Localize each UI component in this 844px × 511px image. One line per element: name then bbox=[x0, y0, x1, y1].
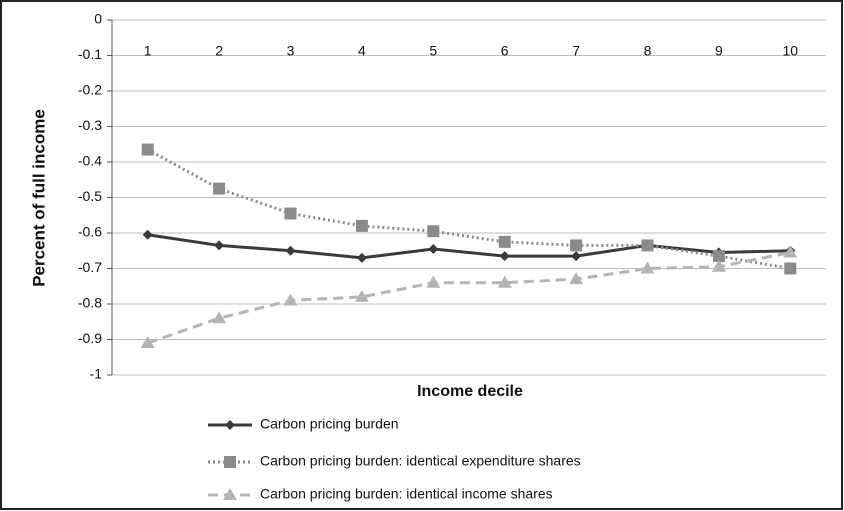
legend-label: Carbon pricing burden: identical income … bbox=[260, 486, 553, 502]
marker bbox=[499, 251, 510, 262]
marker bbox=[213, 182, 226, 195]
legend-label: Carbon pricing burden bbox=[260, 416, 399, 432]
marker bbox=[427, 225, 440, 238]
series-line bbox=[147, 233, 791, 260]
marker bbox=[214, 240, 225, 251]
marker bbox=[140, 336, 155, 349]
marker bbox=[285, 245, 296, 256]
marker bbox=[212, 311, 227, 324]
series-line bbox=[147, 251, 791, 345]
marker bbox=[784, 262, 797, 275]
marker bbox=[356, 252, 367, 263]
x-tick-label: 2 bbox=[215, 43, 223, 59]
x-tick-label: 4 bbox=[358, 43, 366, 59]
marker bbox=[428, 243, 439, 254]
marker bbox=[497, 275, 512, 288]
y-axis-title: Percent of full income bbox=[29, 109, 48, 287]
y-tick-label: -1 bbox=[90, 366, 103, 382]
y-tick-label: -0.3 bbox=[78, 117, 102, 133]
y-tick-label: 0 bbox=[94, 11, 102, 27]
marker bbox=[355, 219, 368, 232]
marker bbox=[711, 259, 726, 272]
x-tick-label: 7 bbox=[572, 43, 580, 59]
x-tick-label: 8 bbox=[644, 43, 652, 59]
x-tick-label: 9 bbox=[715, 43, 723, 59]
marker bbox=[783, 245, 798, 258]
y-tick-label: -0.8 bbox=[78, 295, 102, 311]
legend-label: Carbon pricing burden: identical expendi… bbox=[260, 453, 581, 469]
y-tick-label: -0.7 bbox=[78, 259, 102, 275]
marker bbox=[569, 272, 584, 285]
marker bbox=[712, 250, 725, 263]
marker bbox=[640, 261, 655, 274]
marker bbox=[224, 456, 236, 468]
y-tick-label: -0.6 bbox=[78, 224, 102, 240]
marker bbox=[223, 488, 237, 500]
x-tick-label: 5 bbox=[429, 43, 437, 59]
marker bbox=[225, 420, 235, 430]
marker bbox=[570, 239, 583, 252]
y-tick-label: -0.9 bbox=[78, 330, 102, 346]
x-axis-title: Income decile bbox=[417, 383, 523, 400]
y-tick-label: -0.2 bbox=[78, 82, 102, 98]
marker bbox=[142, 229, 153, 240]
y-tick-label: -0.4 bbox=[78, 153, 102, 169]
marker bbox=[284, 207, 297, 220]
marker bbox=[571, 251, 582, 262]
marker bbox=[426, 275, 441, 288]
marker bbox=[283, 293, 298, 306]
y-tick-label: -0.5 bbox=[78, 188, 102, 204]
x-tick-label: 10 bbox=[783, 43, 799, 59]
y-tick-label: -0.1 bbox=[78, 46, 102, 62]
marker bbox=[498, 235, 511, 248]
marker bbox=[141, 143, 154, 156]
x-tick-label: 6 bbox=[501, 43, 509, 59]
marker bbox=[641, 239, 654, 252]
x-tick-label: 1 bbox=[144, 43, 152, 59]
x-tick-label: 3 bbox=[287, 43, 295, 59]
marker bbox=[354, 289, 369, 302]
